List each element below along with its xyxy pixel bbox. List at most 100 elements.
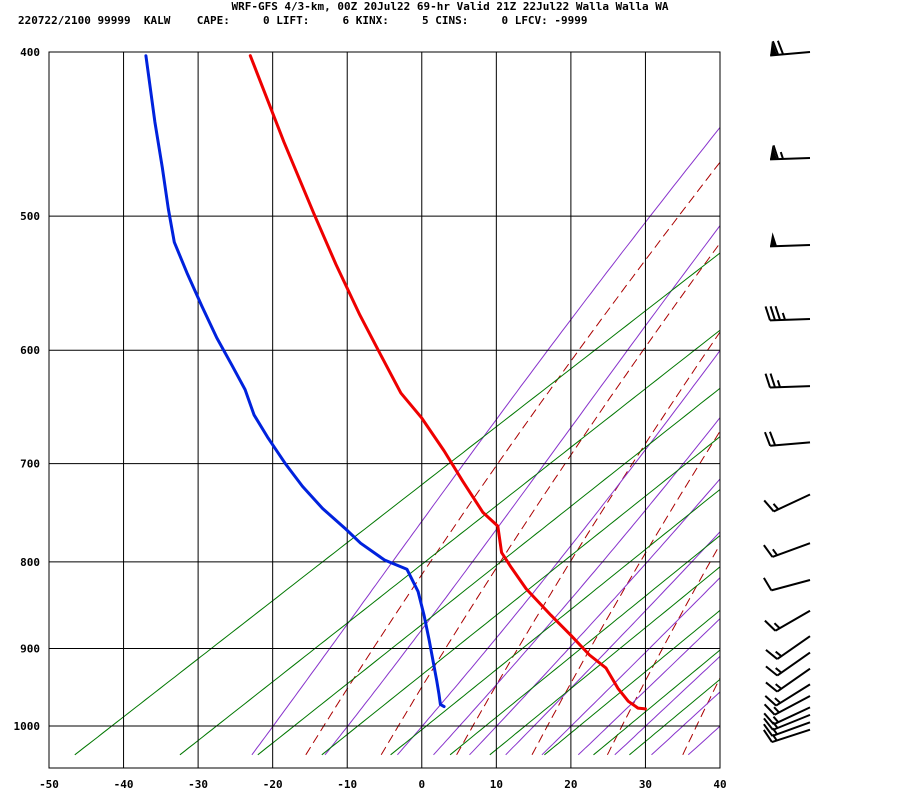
x-tick-label: 10 bbox=[490, 778, 503, 791]
mixing-ratio-line bbox=[629, 678, 720, 756]
x-tick-label: -20 bbox=[263, 778, 283, 791]
y-tick-label: 800 bbox=[20, 556, 40, 569]
barb-feather bbox=[764, 695, 777, 707]
barb-half-feather bbox=[781, 312, 786, 321]
dry-adiabat-line bbox=[531, 430, 720, 756]
barb-feather bbox=[763, 544, 774, 558]
wind-barb bbox=[764, 305, 811, 322]
wind-barb bbox=[763, 706, 811, 726]
x-tick-label: -40 bbox=[114, 778, 134, 791]
x-axis-ticks: -50 -40 -30 -20 -10 0 10 20 30 40 bbox=[39, 778, 727, 791]
barb-shaft bbox=[773, 493, 811, 513]
x-tick-label: -10 bbox=[337, 778, 357, 791]
barb-shaft bbox=[776, 635, 811, 660]
dewpoint-profile-line bbox=[144, 54, 446, 709]
wind-barb bbox=[764, 609, 811, 632]
mixing-ratio-line bbox=[593, 649, 720, 756]
barb-shaft bbox=[776, 667, 811, 693]
wind-barb bbox=[765, 635, 811, 660]
wind-barb bbox=[764, 683, 811, 707]
barb-shaft bbox=[771, 728, 811, 743]
wind-barb bbox=[763, 493, 811, 513]
barb-feather bbox=[764, 306, 771, 321]
dry-adiabat-line bbox=[380, 242, 720, 756]
barb-shaft bbox=[773, 706, 811, 726]
dry-adiabat-line bbox=[606, 543, 720, 756]
barb-feather bbox=[763, 717, 774, 731]
wind-barb bbox=[764, 373, 811, 389]
wind-barb bbox=[763, 695, 811, 716]
barb-shaft bbox=[774, 609, 811, 632]
barb-half-feather bbox=[775, 683, 782, 690]
dry-adiabat-line bbox=[758, 52, 900, 755]
chart-header-indices: 220722/2100 99999 KALW CAPE: 0 LIFT: 6 K… bbox=[18, 14, 588, 27]
barb-feather bbox=[765, 649, 778, 660]
moist-adiabat-line bbox=[251, 126, 720, 756]
barb-feather bbox=[769, 306, 776, 321]
wind-barb bbox=[763, 713, 811, 731]
barb-shaft bbox=[774, 695, 811, 716]
wind-barb bbox=[769, 144, 811, 161]
barb-shaft bbox=[772, 713, 811, 731]
wind-barb bbox=[769, 232, 811, 248]
wind-barb bbox=[765, 651, 811, 677]
dry-adiabat-line bbox=[456, 331, 720, 756]
y-tick-label: 700 bbox=[20, 458, 40, 471]
barb-feather bbox=[763, 499, 775, 513]
x-tick-label: -50 bbox=[39, 778, 59, 791]
mixing-ratio-line bbox=[257, 387, 720, 756]
barb-half-feather bbox=[773, 622, 781, 629]
barb-half-feather bbox=[771, 733, 778, 742]
wind-barb bbox=[763, 577, 811, 592]
moist-adiabat-line bbox=[505, 531, 720, 756]
barb-shaft bbox=[772, 542, 811, 558]
barb-pennant bbox=[770, 145, 778, 160]
barb-half-feather bbox=[775, 667, 782, 674]
barb-feather bbox=[776, 40, 785, 55]
barb-feather bbox=[771, 40, 780, 56]
profiles bbox=[144, 54, 647, 711]
barb-feather bbox=[768, 431, 777, 446]
barb-half-feather bbox=[773, 706, 780, 714]
barb-half-feather bbox=[772, 716, 780, 723]
temperature-profile-line bbox=[248, 54, 647, 711]
barb-feather bbox=[764, 373, 771, 388]
mixing-ratio-line bbox=[321, 436, 720, 756]
barb-feather bbox=[764, 431, 772, 447]
moist-adiabat-line bbox=[577, 617, 720, 756]
moist-adiabat-line bbox=[397, 349, 720, 756]
barb-half-feather bbox=[772, 727, 778, 735]
barb-feather bbox=[763, 712, 775, 725]
x-tick-label: 40 bbox=[713, 778, 726, 791]
barb-half-feather bbox=[775, 650, 782, 657]
barb-half-feather bbox=[772, 548, 778, 556]
barb-feather bbox=[765, 681, 778, 693]
y-tick-label: 600 bbox=[20, 344, 40, 357]
barb-feather bbox=[769, 373, 776, 388]
moist-adiabat-line bbox=[469, 478, 720, 756]
wind-barbs bbox=[762, 40, 811, 743]
y-tick-label: 1000 bbox=[14, 720, 41, 733]
barb-pennant bbox=[770, 232, 778, 247]
wind-barb bbox=[765, 667, 811, 693]
dry-adiabat-line bbox=[834, 52, 900, 755]
barb-feather bbox=[763, 723, 774, 737]
plot-frame bbox=[48, 51, 721, 769]
barb-shaft bbox=[769, 385, 811, 389]
barb-feather bbox=[762, 729, 773, 743]
mixing-ratio-line bbox=[179, 329, 720, 756]
barb-feather bbox=[763, 577, 773, 591]
barb-feather bbox=[765, 665, 778, 677]
chart-header-title: WRF-GFS 4/3-km, 00Z 20Jul22 69-hr Valid … bbox=[231, 0, 669, 13]
wind-barb bbox=[770, 40, 811, 57]
mixing-ratio-line bbox=[544, 609, 720, 756]
barb-shaft bbox=[776, 651, 811, 677]
barb-shaft bbox=[770, 441, 811, 447]
y-tick-label: 500 bbox=[20, 210, 40, 223]
barb-half-feather bbox=[772, 503, 780, 510]
moist-adiabat-line bbox=[614, 655, 720, 756]
mixing-ratio-line bbox=[390, 488, 720, 756]
y-tick-label: 900 bbox=[20, 642, 40, 655]
wind-barb bbox=[764, 431, 811, 447]
